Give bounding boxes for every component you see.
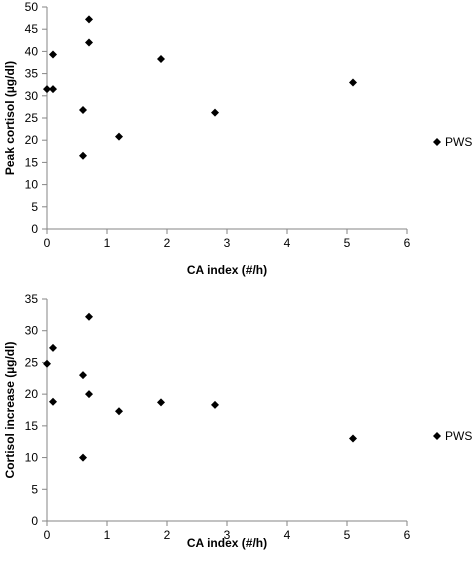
x-axis-title: CA index (#/h) — [187, 536, 267, 550]
x-tick-label: 5 — [344, 528, 351, 542]
data-point — [49, 50, 57, 59]
y-tick-label: 5 — [31, 200, 38, 214]
data-point — [85, 390, 93, 399]
x-tick-label: 3 — [224, 236, 231, 250]
legend-label: PWS — [445, 429, 472, 443]
x-tick-label: 4 — [284, 528, 291, 542]
data-point — [349, 78, 357, 87]
y-tick-label: 50 — [25, 0, 39, 14]
y-axis-title: Cortisol increase (µg/dl) — [3, 342, 17, 479]
y-tick-label: 30 — [25, 324, 39, 338]
x-axis-title: CA index (#/h) — [187, 263, 267, 277]
y-tick-label: 15 — [25, 155, 39, 169]
x-tick-label: 2 — [164, 528, 171, 542]
y-tick-label: 0 — [31, 222, 38, 236]
chart-panel-2: 0 5 10 15 20 25 30 35 0 1 2 3 4 5 6 CA index (#/h) Corti… — [3, 292, 472, 550]
y-tick-label: 5 — [31, 482, 38, 496]
y-tick-label: 40 — [25, 44, 39, 58]
x-tick-label: 4 — [284, 236, 291, 250]
data-point — [85, 15, 93, 24]
y-axis-title: Peak cortisol (µg/dl) — [3, 61, 17, 175]
data-point — [85, 312, 93, 321]
data-point — [79, 151, 87, 160]
x-tick-label: 1 — [104, 528, 111, 542]
x-tick-label: 6 — [404, 236, 411, 250]
data-point — [79, 453, 87, 462]
y-tick-label: 25 — [25, 111, 39, 125]
data-point — [43, 359, 51, 368]
y-tick-label: 0 — [31, 514, 38, 528]
legend-label: PWS — [445, 135, 472, 149]
data-point — [43, 85, 51, 94]
x-tick-label: 1 — [104, 236, 111, 250]
y-tick-label: 10 — [25, 451, 39, 465]
y-tick-label: 35 — [25, 292, 39, 306]
data-point — [115, 407, 123, 416]
x-tick-label: 3 — [224, 528, 231, 542]
data-point — [85, 38, 93, 47]
data-point — [49, 343, 57, 352]
x-tick-label: 5 — [344, 236, 351, 250]
data-point — [211, 400, 219, 409]
data-point — [79, 371, 87, 380]
x-tick-label: 2 — [164, 236, 171, 250]
legend-marker — [433, 138, 441, 146]
y-tick-label: 30 — [25, 89, 39, 103]
y-tick-label: 10 — [25, 178, 39, 192]
y-tick-label: 25 — [25, 355, 39, 369]
y-tick-label: 45 — [25, 22, 39, 36]
x-tick-label: 0 — [44, 236, 51, 250]
y-tick-label: 20 — [25, 133, 39, 147]
data-point — [49, 397, 57, 406]
x-tick-label: 0 — [44, 528, 51, 542]
data-point — [211, 108, 219, 117]
data-point — [49, 85, 57, 94]
x-tick-label: 6 — [404, 528, 411, 542]
y-tick-label: 20 — [25, 387, 39, 401]
data-point — [157, 54, 165, 63]
data-point — [79, 106, 87, 115]
legend-marker — [433, 432, 441, 440]
data-point — [115, 132, 123, 141]
y-tick-label: 35 — [25, 67, 39, 81]
data-point — [157, 398, 165, 407]
data-point — [349, 434, 357, 443]
y-tick-label: 15 — [25, 419, 39, 433]
